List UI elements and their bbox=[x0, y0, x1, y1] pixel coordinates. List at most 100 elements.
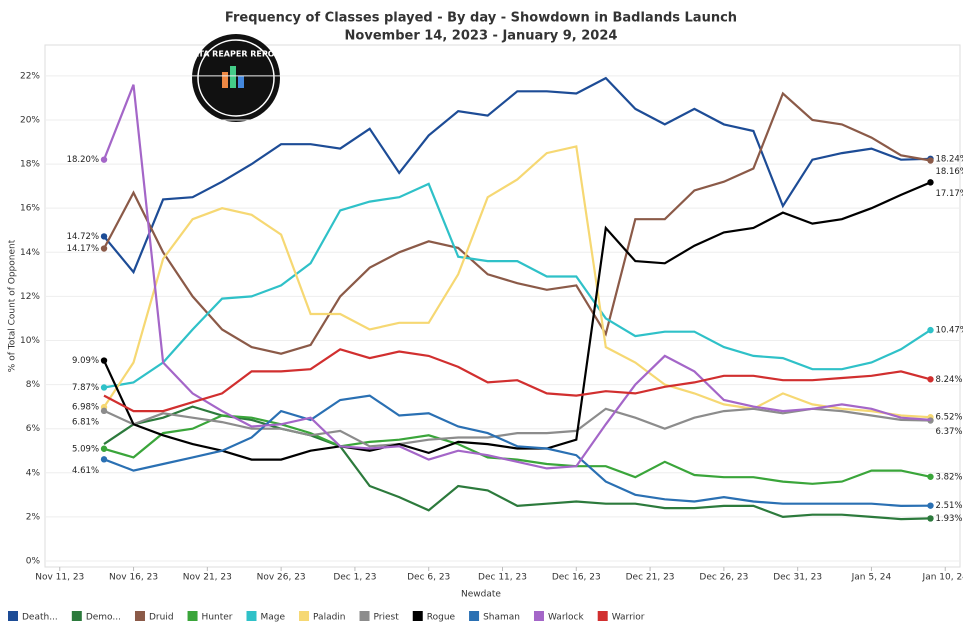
data-label: 7.87% bbox=[72, 383, 99, 393]
data-label: 6.98% bbox=[72, 403, 99, 413]
legend-swatch bbox=[8, 611, 18, 621]
y-tick-label: 22% bbox=[20, 71, 40, 81]
x-tick-label: Dec 6, 23 bbox=[407, 573, 450, 583]
series-line bbox=[103, 182, 932, 389]
legend-label: Paladin bbox=[313, 613, 345, 623]
y-tick-label: 8% bbox=[26, 380, 41, 390]
data-label: 4.61% bbox=[72, 466, 99, 476]
logo-text: DATA REAPER REPORT bbox=[186, 50, 286, 59]
y-tick-label: 14% bbox=[20, 248, 40, 258]
x-tick-label: Nov 21, 23 bbox=[183, 573, 232, 583]
legend-swatch bbox=[533, 611, 544, 621]
point bbox=[100, 357, 108, 364]
x-tick-label: Dec 26, 23 bbox=[699, 573, 748, 583]
point bbox=[927, 179, 934, 186]
y-tick-label: 16% bbox=[20, 204, 40, 214]
y-tick-label: 4% bbox=[26, 468, 41, 478]
y-tick-label: 2% bbox=[26, 512, 41, 522]
y-axis-label: % of Total Count of Opponent bbox=[8, 239, 18, 372]
series-line bbox=[103, 181, 931, 461]
legend-swatch bbox=[469, 611, 480, 621]
x-tick-label: Dec 31, 23 bbox=[773, 573, 822, 583]
x-tick-label: Jan 5, 24 bbox=[851, 573, 892, 583]
logo-bar bbox=[222, 72, 228, 88]
x-tick-label: Jan 10, 24 bbox=[922, 573, 963, 583]
x-tick-label: Nov 16, 23 bbox=[109, 573, 158, 583]
data-label: 18.16% bbox=[935, 167, 963, 177]
point bbox=[100, 456, 108, 463]
data-label: 18.20% bbox=[67, 155, 99, 165]
data-label: 6.37% bbox=[935, 427, 962, 437]
point bbox=[100, 445, 108, 452]
chart-title: Frequency of Classes played - By day - S… bbox=[225, 11, 737, 26]
legend-swatch bbox=[71, 611, 82, 621]
series-line bbox=[103, 405, 931, 521]
legend-label: Priest bbox=[374, 613, 400, 623]
x-tick-label: Dec 11, 23 bbox=[478, 573, 527, 583]
series-line bbox=[102, 84, 931, 470]
legend-swatch bbox=[412, 611, 423, 621]
point bbox=[927, 502, 934, 509]
logo-ring bbox=[197, 39, 275, 117]
data-label: 5.09% bbox=[72, 444, 99, 454]
data-label: 6.81% bbox=[72, 417, 99, 427]
point bbox=[927, 157, 934, 164]
legend-label: Mage bbox=[261, 613, 286, 623]
y-tick-label: 0% bbox=[26, 557, 41, 567]
legend-swatch bbox=[187, 611, 198, 621]
series-line bbox=[103, 76, 931, 275]
y-tick-label: 20% bbox=[20, 115, 40, 125]
plot-frame bbox=[44, 44, 961, 568]
point bbox=[100, 233, 108, 240]
logo: DATA REAPER REPORT bbox=[186, 34, 286, 122]
logo-bar bbox=[230, 66, 236, 88]
data-label: 8.24% bbox=[935, 375, 962, 385]
series-line bbox=[103, 394, 931, 508]
legend-label: Warrior bbox=[612, 613, 645, 623]
point bbox=[927, 515, 934, 522]
legend-label: Shaman bbox=[483, 613, 520, 623]
x-axis-label: Newdate bbox=[461, 590, 501, 600]
point bbox=[927, 473, 934, 480]
legend-swatch bbox=[597, 611, 608, 621]
data-label: 6.52% bbox=[935, 413, 962, 423]
data-label: 14.17% bbox=[67, 244, 99, 254]
x-tick-label: Dec 16, 23 bbox=[552, 573, 601, 583]
series-line bbox=[103, 145, 931, 419]
x-tick-label: Nov 26, 23 bbox=[257, 573, 306, 583]
legend-swatch bbox=[359, 611, 370, 621]
x-tick-label: Nov 11, 23 bbox=[35, 573, 84, 583]
series-line bbox=[103, 407, 931, 448]
legend-label: Hunter bbox=[202, 613, 233, 623]
y-tick-label: 10% bbox=[20, 336, 40, 346]
series-line bbox=[103, 414, 931, 485]
data-label: 3.82% bbox=[935, 472, 962, 482]
point bbox=[100, 156, 108, 163]
data-label: 10.47% bbox=[935, 326, 963, 336]
logo-bar bbox=[238, 76, 244, 88]
point bbox=[100, 407, 108, 415]
data-label: 1.93% bbox=[935, 514, 962, 524]
data-label: 14.72% bbox=[67, 232, 99, 242]
point bbox=[100, 245, 108, 252]
legend-label: Rogue bbox=[427, 613, 456, 623]
legend-label: Druid bbox=[149, 613, 174, 623]
point bbox=[927, 326, 934, 334]
y-tick-label: 6% bbox=[26, 424, 41, 434]
legend-swatch bbox=[299, 611, 310, 621]
legend-swatch bbox=[134, 611, 145, 621]
data-label: 18.24% bbox=[935, 154, 963, 164]
y-tick-label: 18% bbox=[20, 160, 40, 170]
point bbox=[100, 384, 108, 391]
x-tick-label: Dec 1, 23 bbox=[333, 573, 376, 583]
series-line bbox=[103, 348, 931, 413]
legend-label: Death... bbox=[22, 613, 58, 623]
data-label: 2.51% bbox=[935, 501, 962, 511]
series-line bbox=[103, 91, 931, 355]
legend-swatch bbox=[246, 611, 257, 621]
data-label: 9.09% bbox=[72, 356, 99, 366]
legend-label: Warlock bbox=[548, 613, 584, 623]
chart-subtitle: November 14, 2023 - January 9, 2024 bbox=[345, 29, 618, 44]
point bbox=[927, 376, 934, 383]
